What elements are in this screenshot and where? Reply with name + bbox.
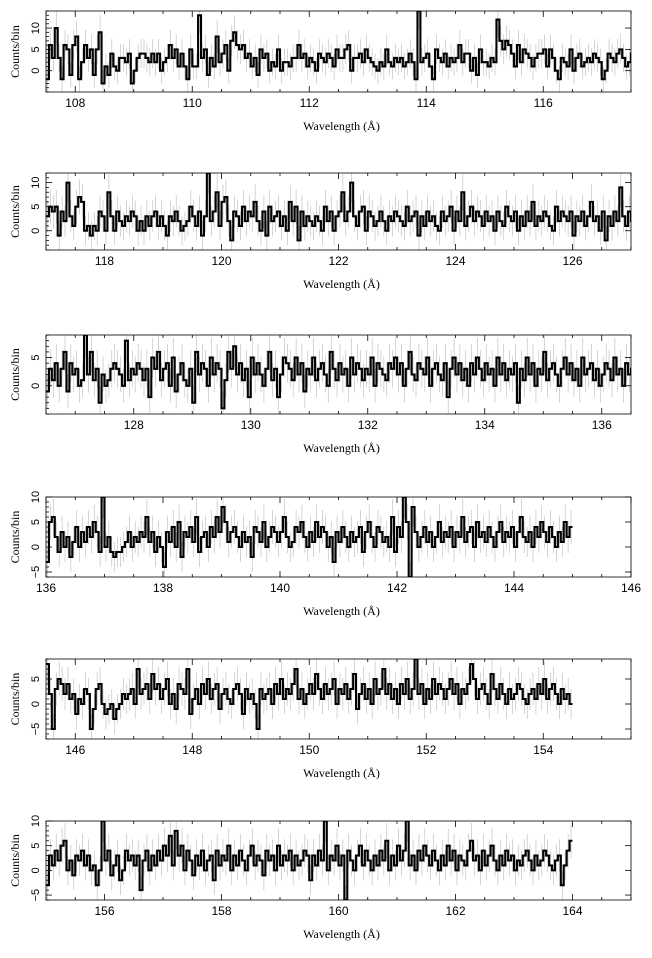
x-tick-label: 122	[328, 254, 348, 268]
y-axis-label: Counts/bin	[8, 25, 22, 78]
y-tick-label: 0	[30, 867, 42, 873]
chart-panel-3: 128 130 132 134 136 0 5 Wavelength (Å) Counts/bi…	[8, 334, 632, 455]
x-tick-label: 110	[183, 96, 202, 110]
y-tick-label: −5	[30, 723, 42, 736]
x-tick-label: 118	[95, 254, 114, 268]
y-tick-label: 10	[30, 176, 42, 188]
x-tick-label: 138	[153, 581, 173, 595]
x-tick-label: 156	[94, 904, 114, 918]
x-tick-label: 136	[592, 418, 612, 432]
x-tick-label: 126	[562, 254, 582, 268]
x-tick-label: 130	[241, 418, 261, 432]
x-axis-label: Wavelength (Å)	[303, 604, 380, 618]
y-tick-label: −5	[30, 566, 42, 579]
x-tick-label: 142	[387, 581, 407, 595]
y-tick-label: 5	[30, 204, 42, 210]
x-axis-label: Wavelength (Å)	[303, 766, 380, 780]
chart-panel-4: 136 138 140 142 144 146 −5 0 5 10 Wavelength (Å) Co…	[8, 491, 641, 618]
x-axis-label: Wavelength (Å)	[303, 927, 380, 941]
chart-panel-6: 156 158 160 162 164 −5 0 5 10 Wavelength (Å) Count…	[8, 815, 632, 941]
x-tick-label: 114	[417, 96, 436, 110]
x-tick-label: 164	[562, 904, 582, 918]
series-line	[46, 497, 573, 577]
y-tick-label: −5	[30, 889, 42, 902]
x-axis-label: Wavelength (Å)	[303, 441, 380, 455]
x-tick-label: 150	[299, 743, 319, 757]
x-tick-label: 140	[270, 581, 290, 595]
x-axis-label: Wavelength (Å)	[303, 277, 380, 291]
x-tick-label: 146	[65, 743, 85, 757]
x-tick-label: 152	[416, 743, 436, 757]
x-tick-label: 128	[124, 418, 144, 432]
y-axis-label: Counts/bin	[8, 511, 22, 564]
chart-panel-2: 118 120 122 124 126 0 5 10 Wavelength (Å) Counts/…	[8, 172, 632, 291]
x-tick-label: 132	[358, 418, 378, 432]
x-tick-label: 162	[445, 904, 465, 918]
y-axis-label: Counts/bin	[8, 348, 22, 401]
x-tick-label: 158	[211, 904, 231, 918]
y-tick-label: 10	[30, 22, 42, 34]
x-axis-label: Wavelength (Å)	[303, 119, 380, 133]
x-tick-label: 144	[504, 581, 524, 595]
x-tick-label: 136	[36, 581, 56, 595]
x-tick-label: 120	[211, 254, 231, 268]
y-tick-label: 0	[30, 228, 42, 234]
x-tick-label: 154	[533, 743, 553, 757]
y-tick-label: 0	[30, 68, 42, 74]
y-tick-label: 5	[30, 46, 42, 52]
y-tick-label: 0	[30, 701, 42, 707]
y-tick-label: 10	[30, 491, 42, 503]
series-line	[46, 173, 631, 242]
chart-panel-1: 108 110 112 114 116 0 5 10 Wavelength (Å) Counts/…	[8, 10, 632, 133]
series-line	[46, 335, 631, 410]
series-line	[46, 11, 631, 85]
y-tick-label: 5	[30, 519, 42, 525]
x-tick-label: 148	[182, 743, 202, 757]
y-tick-label: 10	[30, 815, 42, 827]
x-tick-label: 124	[445, 254, 465, 268]
y-axis-label: Counts/bin	[8, 185, 22, 238]
series-line	[46, 821, 573, 900]
y-tick-label: 0	[30, 383, 42, 389]
x-tick-label: 108	[65, 96, 85, 110]
chart-panel-5: 146 148 150 152 154 −5 0 5 Wavelength (Å) Counts/…	[8, 658, 632, 780]
x-tick-label: 146	[621, 581, 641, 595]
y-tick-label: 5	[30, 676, 42, 682]
y-tick-label: 0	[30, 544, 42, 550]
x-tick-label: 112	[300, 96, 319, 110]
series-line	[46, 659, 573, 731]
y-axis-label: Counts/bin	[8, 673, 22, 726]
x-tick-label: 160	[328, 904, 348, 918]
y-tick-label: 5	[30, 355, 42, 361]
x-tick-label: 116	[534, 96, 553, 110]
y-axis-label: Counts/bin	[8, 834, 22, 887]
y-tick-label: 5	[30, 843, 42, 849]
x-tick-label: 134	[475, 418, 495, 432]
